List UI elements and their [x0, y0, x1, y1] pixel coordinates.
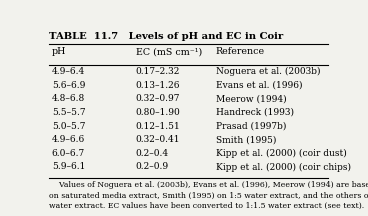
Text: pH: pH: [52, 47, 66, 56]
Text: 4.9–6.4: 4.9–6.4: [52, 67, 85, 76]
Text: Kipp et al. (2000) (coir dust): Kipp et al. (2000) (coir dust): [216, 149, 346, 158]
Text: 5.0–5.7: 5.0–5.7: [52, 122, 85, 130]
Text: 0.12–1.51: 0.12–1.51: [136, 122, 181, 130]
Text: TABLE  11.7   Levels of pH and EC in Coir: TABLE 11.7 Levels of pH and EC in Coir: [49, 32, 283, 41]
Text: 5.5–5.7: 5.5–5.7: [52, 108, 85, 117]
Text: 0.32–0.41: 0.32–0.41: [136, 135, 180, 144]
Text: 4.8–6.8: 4.8–6.8: [52, 94, 85, 103]
Text: Values of Noguera et al. (2003b), Evans et al. (1996), Meerow (1994) are based
o: Values of Noguera et al. (2003b), Evans …: [49, 181, 368, 210]
Text: 4.9–6.6: 4.9–6.6: [52, 135, 85, 144]
Text: Kipp et al. (2000) (coir chips): Kipp et al. (2000) (coir chips): [216, 162, 351, 172]
Text: 0.80–1.90: 0.80–1.90: [136, 108, 181, 117]
Text: Meerow (1994): Meerow (1994): [216, 94, 286, 103]
Text: 0.2–0.4: 0.2–0.4: [136, 149, 169, 158]
Text: 0.17–2.32: 0.17–2.32: [136, 67, 180, 76]
Text: Handreck (1993): Handreck (1993): [216, 108, 294, 117]
Text: 5.9–6.1: 5.9–6.1: [52, 162, 85, 172]
Text: 5.6–6.9: 5.6–6.9: [52, 81, 85, 90]
Text: Smith (1995): Smith (1995): [216, 135, 276, 144]
Text: Reference: Reference: [216, 47, 265, 56]
Text: 0.32–0.97: 0.32–0.97: [136, 94, 180, 103]
Text: 6.0–6.7: 6.0–6.7: [52, 149, 85, 158]
Text: Noguera et al. (2003b): Noguera et al. (2003b): [216, 67, 320, 76]
Text: Evans et al. (1996): Evans et al. (1996): [216, 81, 302, 90]
Text: 0.2–0.9: 0.2–0.9: [136, 162, 169, 172]
Text: 0.13–1.26: 0.13–1.26: [136, 81, 180, 90]
Text: EC (mS cm⁻¹): EC (mS cm⁻¹): [136, 47, 202, 56]
Text: Prasad (1997b): Prasad (1997b): [216, 122, 286, 130]
